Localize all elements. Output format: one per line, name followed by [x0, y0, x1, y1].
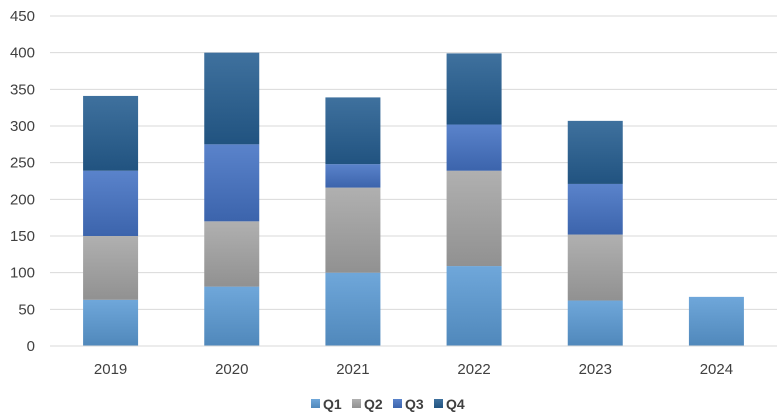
legend-swatch	[434, 399, 443, 408]
x-tick-label: 2022	[457, 361, 490, 378]
y-axis: 0 50 100 150 200 250 300 350 400 450	[10, 8, 35, 355]
bar-q1-2023	[567, 300, 623, 346]
y-tick-label: 150	[10, 228, 35, 245]
bar-q2-2020	[204, 221, 260, 287]
bar-q3-2021	[325, 164, 381, 188]
x-tick-label: 2024	[700, 361, 733, 378]
legend-swatch	[352, 399, 361, 408]
bar-q4-2021	[325, 97, 381, 165]
bar-q3-2023	[567, 183, 623, 235]
legend-label: Q3	[405, 396, 424, 412]
x-tick-label: 2023	[579, 361, 612, 378]
legend-swatch	[311, 399, 320, 408]
legend-label: Q4	[446, 396, 465, 412]
bar-q1-2020	[204, 286, 260, 346]
y-tick-label: 100	[10, 265, 35, 282]
x-axis: 2019 2020 2021 2022 2023 2024	[50, 345, 777, 378]
y-tick-label: 200	[10, 191, 35, 208]
bar-q4-2019	[83, 95, 139, 171]
y-tick-label: 0	[27, 338, 35, 355]
bar-q2-2021	[325, 187, 381, 273]
bar-q1-2024	[688, 296, 744, 346]
bar-q3-2022	[446, 124, 502, 171]
x-tick-label: 2021	[336, 361, 369, 378]
y-tick-label: 450	[10, 8, 35, 25]
y-tick-label: 400	[10, 45, 35, 62]
y-tick-label: 250	[10, 155, 35, 172]
legend-label: Q1	[323, 396, 342, 412]
y-tick-label: 300	[10, 118, 35, 135]
bar-q2-2023	[567, 234, 623, 301]
bar-q3-2020	[204, 144, 260, 222]
legend: Q1 Q2 Q3 Q4	[311, 396, 465, 412]
bar-q1-2019	[83, 299, 139, 346]
bars	[83, 52, 744, 346]
bar-q3-2019	[83, 170, 139, 236]
y-tick-label: 350	[10, 81, 35, 98]
bar-q1-2022	[446, 266, 502, 346]
x-tick-label: 2019	[94, 361, 127, 378]
bar-q2-2019	[83, 236, 139, 300]
y-tick-label: 50	[18, 301, 35, 318]
x-tick-label: 2020	[215, 361, 248, 378]
legend-label: Q2	[364, 396, 383, 412]
bar-q1-2021	[325, 272, 381, 346]
gridlines	[50, 15, 777, 347]
bar-q2-2022	[446, 170, 502, 267]
bar-q4-2023	[567, 120, 623, 184]
bar-q4-2022	[446, 53, 502, 125]
legend-swatch	[393, 399, 402, 408]
bar-q4-2020	[204, 52, 260, 145]
